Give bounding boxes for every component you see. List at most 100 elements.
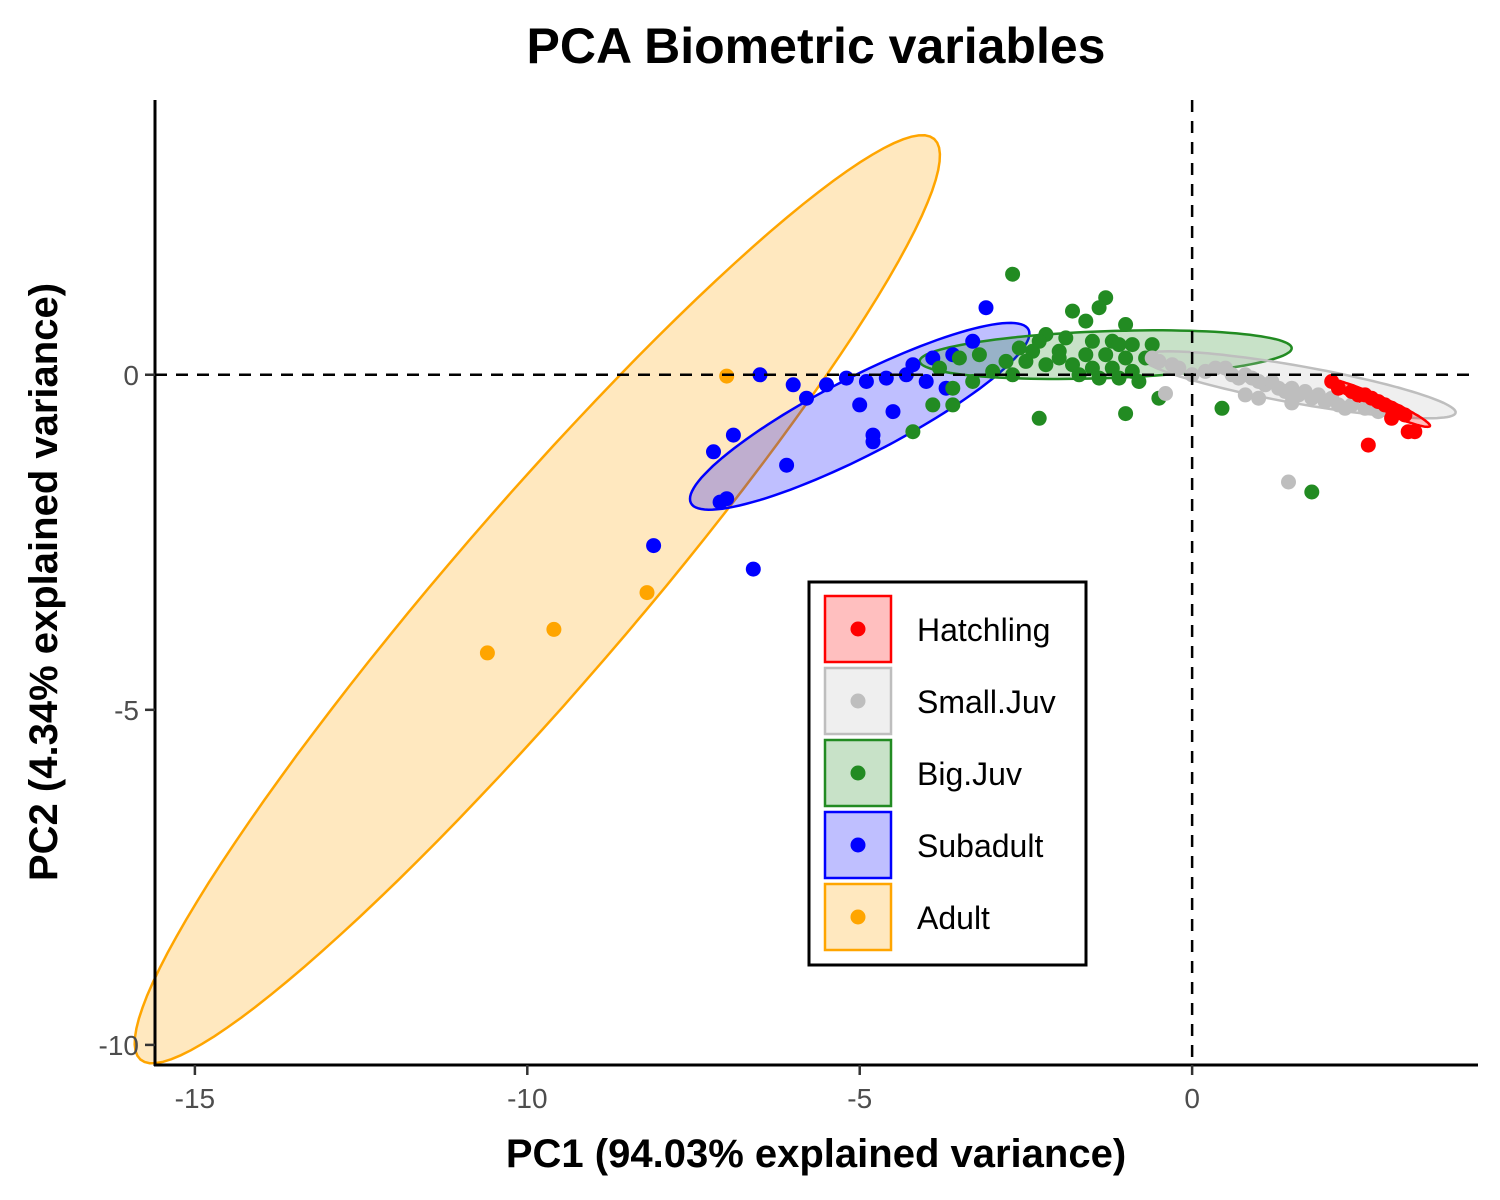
point-big-juv-34 (951, 350, 967, 366)
legend-label-adult: Adult (917, 900, 990, 936)
point-big-juv-4 (1078, 313, 1094, 329)
legend-label-hatchling: Hatchling (917, 612, 1050, 648)
ellipse-adult (133, 134, 942, 1065)
point-big-juv-38 (945, 397, 961, 413)
y-axis-title: PC2 (4.34% explained variance) (22, 283, 66, 881)
point-hatchling-10 (1397, 407, 1413, 423)
point-subadult-19 (779, 457, 795, 473)
y-tick-label-1: -5 (114, 695, 139, 726)
point-big-juv-3 (1065, 303, 1080, 319)
legend-dot-hatchling (850, 621, 866, 637)
legend: Hatchling Small.Juv Big.Juv Subadult Adult (807, 580, 1088, 967)
point-small-juv-32 (1281, 474, 1296, 490)
point-adult-0 (719, 368, 735, 384)
point-subadult-23 (799, 390, 814, 406)
point-subadult-21 (745, 561, 761, 577)
point-big-juv-30 (1111, 370, 1127, 386)
point-subadult-8 (878, 370, 894, 386)
point-hatchling-11 (1384, 410, 1400, 426)
legend-label-subadult: Subadult (917, 828, 1043, 864)
reference-lines (155, 100, 1478, 1065)
point-small-juv-30 (1237, 387, 1253, 403)
point-subadult-14 (752, 367, 768, 383)
legend-dot-small-juv (850, 693, 866, 709)
x-axis-title: PC1 (94.03% explained variance) (506, 1132, 1126, 1176)
point-subadult-1 (965, 333, 981, 349)
point-subadult-15 (725, 427, 741, 443)
y-tick-label-0: -10 (99, 1030, 139, 1061)
point-big-juv-39 (1031, 410, 1047, 426)
point-big-juv-27 (1005, 367, 1021, 383)
point-big-juv-29 (1091, 370, 1107, 386)
point-big-juv-20 (1018, 353, 1034, 369)
point-hatchling-13 (1407, 424, 1423, 440)
point-big-juv-40 (1118, 406, 1134, 422)
axes: -15 -10 -5 0 -10 -5 0 (99, 100, 1478, 1114)
point-big-juv-16 (1098, 347, 1114, 363)
point-subadult-20 (646, 538, 662, 554)
point-small-juv-29 (1284, 395, 1300, 411)
point-adult-3 (479, 645, 495, 661)
x-tick-label-0: -15 (175, 1083, 215, 1114)
point-hatchling-14 (1360, 437, 1376, 453)
point-big-juv-36 (945, 380, 961, 396)
point-big-juv-47 (1031, 333, 1047, 349)
legend-label-big-juv: Big.Juv (917, 756, 1022, 792)
point-big-juv-19 (998, 353, 1014, 369)
point-big-juv-7 (1058, 330, 1074, 346)
x-tick-label-3: 0 (1184, 1083, 1200, 1114)
point-big-juv-0 (1005, 266, 1021, 282)
point-big-juv-46 (1111, 337, 1127, 353)
point-big-juv-12 (1011, 340, 1027, 356)
point-subadult-13 (865, 434, 881, 450)
point-subadult-9 (858, 374, 874, 389)
point-subadult-6 (918, 374, 934, 389)
point-big-juv-8 (1084, 333, 1100, 349)
point-subadult-5 (898, 367, 914, 383)
point-subadult-11 (819, 377, 834, 393)
point-big-juv-10 (1124, 337, 1140, 353)
x-tick-label-1: -10 (507, 1083, 547, 1114)
point-big-juv-41 (1214, 400, 1230, 416)
x-tick-label-2: -5 (847, 1083, 872, 1114)
point-subadult-25 (885, 404, 901, 420)
point-small-juv-28 (1251, 390, 1267, 406)
point-big-juv-21 (1038, 357, 1054, 373)
point-big-juv-17 (1118, 350, 1134, 366)
point-adult-1 (639, 585, 655, 601)
point-subadult-10 (838, 370, 854, 386)
point-big-juv-26 (985, 363, 1001, 379)
y-tick-label-2: 0 (123, 360, 139, 391)
legend-box (807, 580, 1088, 967)
point-subadult-24 (852, 397, 868, 413)
point-big-juv-5 (1118, 317, 1134, 332)
point-hatchling-1 (1330, 380, 1346, 396)
ellipse-small-juv (1140, 350, 1457, 420)
point-big-juv-35 (932, 360, 947, 376)
point-small-juv-1 (1151, 353, 1167, 369)
point-big-juv-32 (965, 374, 981, 389)
point-big-juv-2 (1091, 300, 1107, 316)
point-big-juv-33 (971, 347, 987, 363)
point-subadult-22 (785, 377, 801, 393)
chart-title: PCA Biometric variables (527, 18, 1106, 74)
point-small-juv-3 (1171, 360, 1187, 376)
legend-dot-subadult (850, 837, 866, 853)
point-big-juv-11 (1144, 337, 1160, 353)
point-small-juv-31 (1158, 386, 1173, 401)
point-big-juv-44 (1304, 484, 1320, 500)
legend-dot-adult (850, 909, 866, 925)
legend-dot-big-juv (850, 765, 866, 781)
point-subadult-0 (978, 300, 994, 316)
point-big-juv-31 (1131, 374, 1147, 389)
ellipse-layer (133, 134, 1457, 1065)
point-big-juv-42 (905, 424, 921, 440)
point-big-juv-37 (925, 397, 941, 413)
legend-label-small-juv: Small.Juv (917, 684, 1056, 720)
point-subadult-16 (706, 444, 721, 460)
point-small-juv-33 (1337, 400, 1353, 416)
point-big-juv-45 (1051, 350, 1067, 366)
point-adult-2 (546, 621, 562, 637)
legend-key-big-juv (823, 738, 893, 808)
